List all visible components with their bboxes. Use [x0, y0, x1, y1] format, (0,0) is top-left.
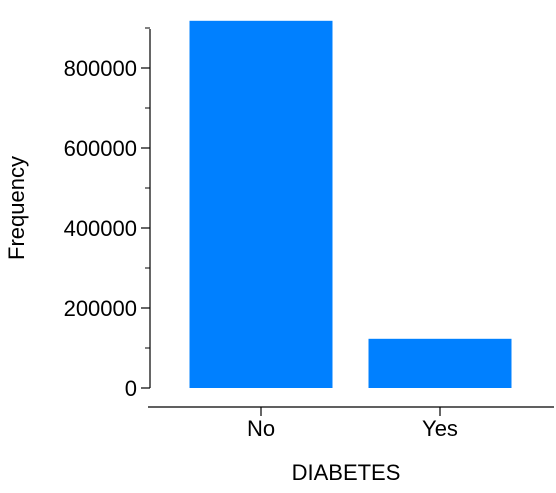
- y-tick-label: 600000: [64, 136, 137, 161]
- y-tick-label: 800000: [64, 56, 137, 81]
- y-tick-label: 400000: [64, 216, 137, 241]
- y-axis: 0 200000 400000 600000 800000: [64, 27, 151, 401]
- y-tick-label: 0: [125, 376, 137, 401]
- y-axis-title: Frequency: [4, 156, 29, 260]
- x-axis: No Yes: [148, 406, 554, 441]
- bar-yes: [368, 338, 512, 388]
- y-tick-label: 200000: [64, 296, 137, 321]
- x-category-label: No: [247, 416, 275, 441]
- x-axis-title: DIABETES: [292, 460, 401, 485]
- x-category-label: Yes: [422, 416, 458, 441]
- bar-no: [189, 20, 333, 389]
- bars-layer: [189, 20, 512, 389]
